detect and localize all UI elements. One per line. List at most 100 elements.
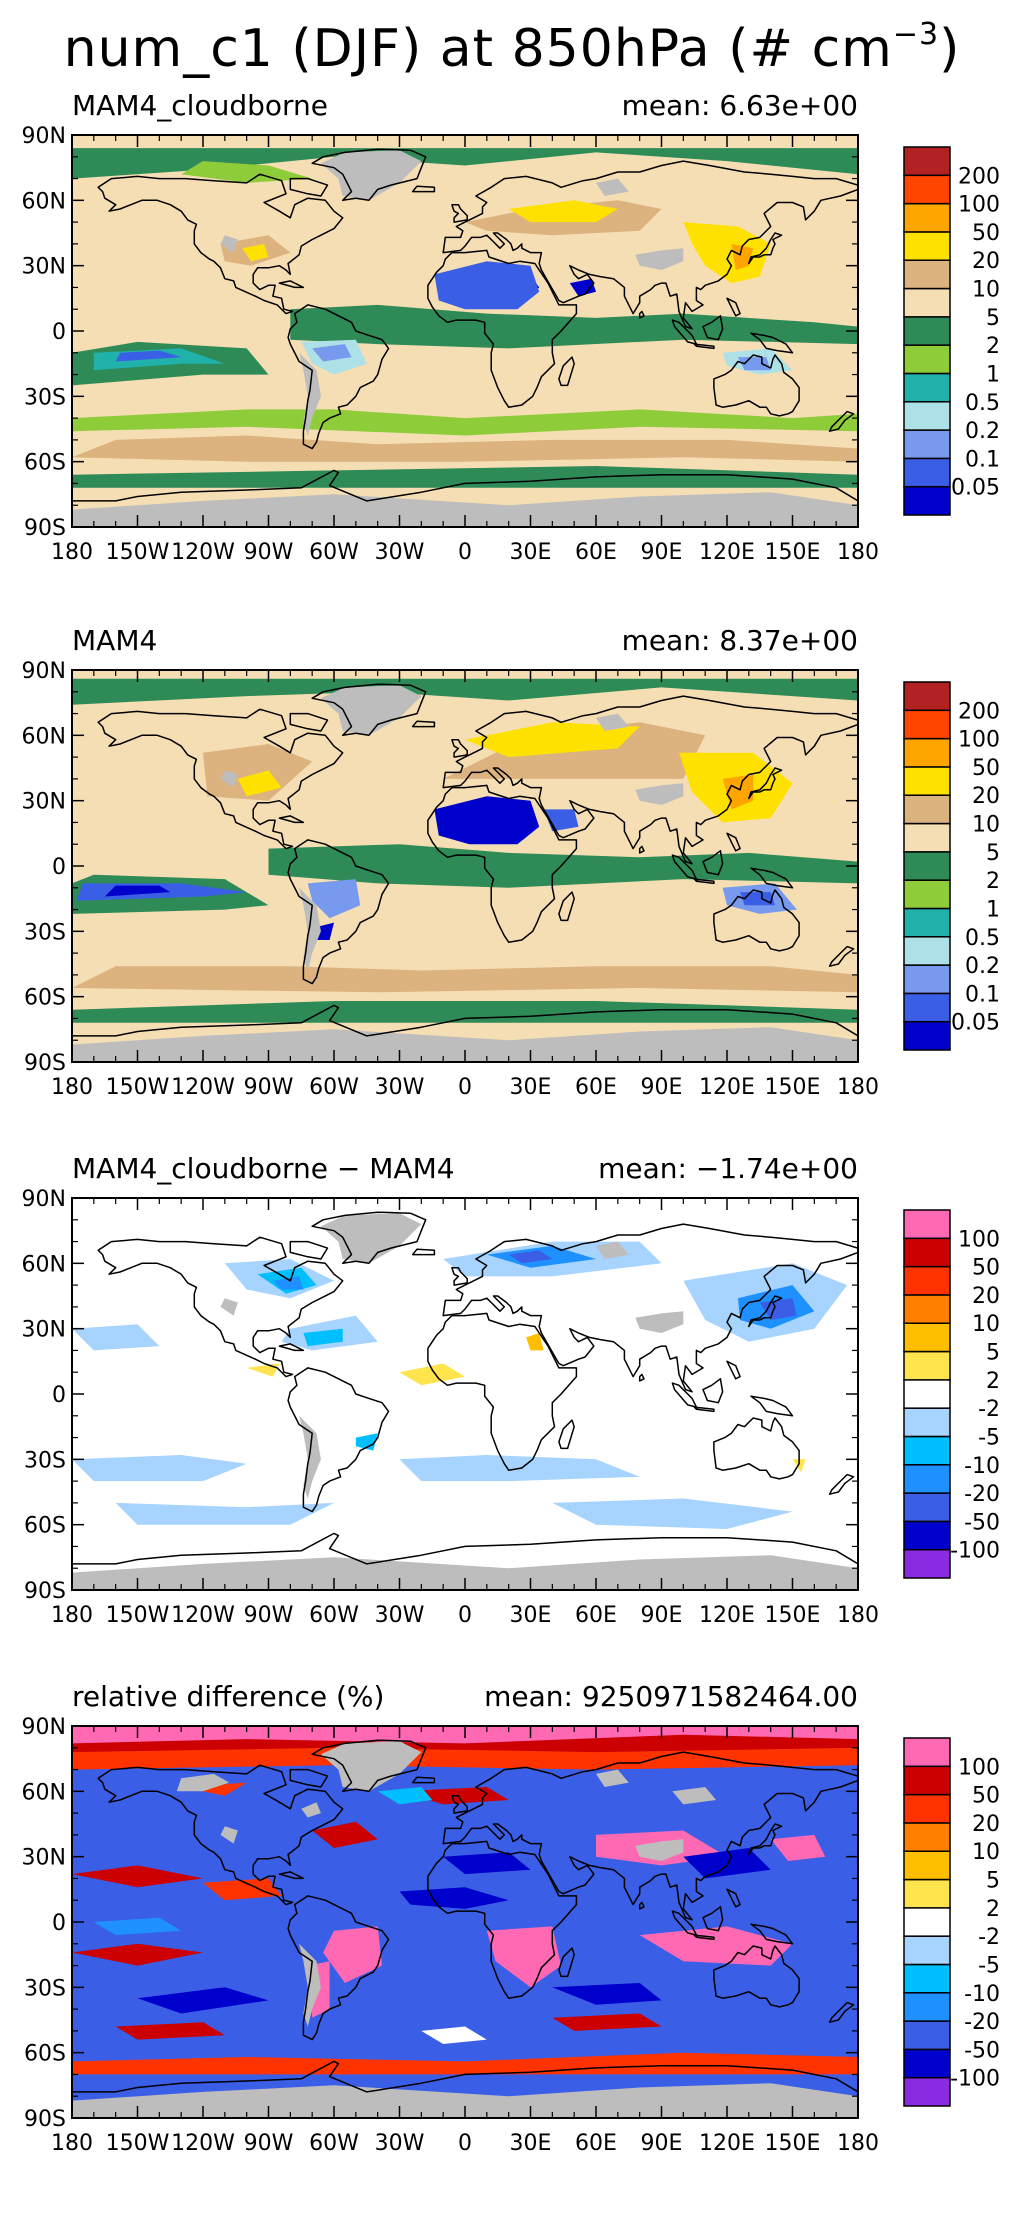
- lat-tick-label: 90S: [24, 1579, 66, 1604]
- colorbar-label: -50: [964, 2038, 1000, 2063]
- coastline-borneo: [702, 315, 724, 341]
- field-contour-region: [312, 1821, 378, 1848]
- colorbar-swatch: [903, 174, 951, 205]
- colorbar-label: -100: [950, 1539, 1000, 1564]
- colorbar-swatch: [903, 485, 951, 516]
- colorbar-label: 200: [958, 164, 1000, 189]
- lon-tick-label: 180: [51, 540, 93, 565]
- field-contour-region: [93, 1917, 182, 1936]
- field-contour-region: [72, 1865, 203, 1888]
- colorbar-swatch: [903, 1020, 951, 1051]
- coastline-java: [693, 343, 715, 350]
- panel-left-title: MAM4_cloudborne: [72, 89, 328, 122]
- lon-tick-label: 60E: [575, 540, 617, 565]
- missing-data-region: [320, 150, 422, 201]
- colorbar-swatch: [903, 1907, 951, 1937]
- colorbar-label: 200: [958, 699, 1000, 724]
- colorbar-label: -2: [978, 1397, 1000, 1422]
- colorbar-swatch: [903, 822, 951, 853]
- lon-tick-label: 90E: [641, 2131, 683, 2156]
- field-contour-region: [312, 344, 352, 362]
- field-contour-region: [203, 744, 313, 801]
- colorbar-swatch: [903, 401, 951, 431]
- colorbar-label: 2: [986, 1897, 1000, 1922]
- colorbar-label: 20: [972, 249, 1000, 274]
- coastline-new-guinea: [750, 1395, 794, 1417]
- colorbar-swatch: [903, 1407, 951, 1438]
- colorbar-swatch: [903, 1265, 951, 1296]
- colorbar-label: 5: [986, 1341, 1000, 1366]
- lat-tick-label: 60S: [24, 2042, 66, 2067]
- map-plot: MAM4_cloudborne − MAM4 mean: −1.74e+00 9…: [22, 1152, 1000, 1628]
- lon-tick-label: 90W: [244, 540, 294, 565]
- missing-data-region: [635, 248, 684, 270]
- coastline-java: [693, 1406, 715, 1413]
- colorbar-swatch: [903, 2020, 951, 2051]
- field-contour-region: [421, 2026, 487, 2044]
- colorbar-swatch: [903, 1237, 951, 1268]
- colorbar-label: -20: [964, 2010, 1000, 2035]
- lon-tick-label: 60E: [575, 1603, 617, 1628]
- colorbar-swatch: [903, 1548, 951, 1579]
- colorbar-swatch: [903, 429, 951, 460]
- field-contour-region: [72, 148, 858, 179]
- lon-tick-label: 90E: [641, 1075, 683, 1100]
- colorbar-swatch: [903, 681, 951, 712]
- lon-tick-label: 120E: [699, 2131, 755, 2156]
- field-contour-region: [323, 1926, 382, 1983]
- colorbar-swatch: [903, 1520, 951, 1551]
- missing-data-region: [299, 352, 321, 436]
- colorbar-swatch: [903, 457, 951, 488]
- colorbar-label: 10: [972, 1312, 1000, 1337]
- colorbar-swatch: [903, 1935, 951, 1966]
- colorbar-label: 2: [986, 1369, 1000, 1394]
- coastline-britain: [451, 1794, 468, 1814]
- lon-tick-label: 120W: [171, 1603, 235, 1628]
- coastline-iceland: [411, 720, 436, 728]
- colorbar-label: 0.5: [965, 391, 1000, 416]
- colorbar-swatch: [903, 907, 951, 938]
- colorbar-label: 0.1: [965, 447, 1000, 472]
- coastline-antarctica: [72, 1532, 858, 1590]
- map-field: [72, 670, 858, 1062]
- field-contour-region: [72, 966, 858, 993]
- colorbar-label: 100: [958, 193, 1000, 218]
- panel-relative-difference: relative difference (%) mean: 9250971582…: [0, 1676, 1024, 2216]
- panel-left-title: relative difference (%): [72, 1680, 384, 1713]
- field-contour-region: [377, 1787, 433, 1805]
- lon-tick-label: 180: [837, 1603, 879, 1628]
- colorbar-swatch: [903, 851, 951, 881]
- coastline-australia: [713, 1945, 800, 2008]
- field-contour-region: [72, 466, 858, 488]
- missing-data-region: [320, 1213, 422, 1264]
- field-contour-region: [115, 350, 182, 362]
- colorbar-swatch: [903, 964, 951, 995]
- coastline-japan: [748, 1823, 783, 1856]
- lat-tick-label: 60N: [22, 724, 66, 749]
- panel-absolute-difference: MAM4_cloudborne − MAM4 mean: −1.74e+00 9…: [0, 1148, 1024, 1688]
- missing-data-region: [596, 1769, 629, 1787]
- field-contour-region: [72, 1943, 203, 1966]
- colorbar-label: 50: [972, 756, 1000, 781]
- lat-tick-label: 60N: [22, 189, 66, 214]
- field-contour-region: [508, 1250, 553, 1264]
- missing-data-region: [299, 1943, 321, 2027]
- field-contour-region: [72, 1001, 858, 1023]
- field-contour-region: [181, 161, 313, 183]
- coastline-cuba: [278, 1871, 305, 1880]
- coastline-baffin-island: [289, 712, 329, 732]
- missing-data-region: [635, 1839, 684, 1861]
- colorbar-label: 5: [986, 1869, 1000, 1894]
- lon-tick-label: 60W: [309, 540, 359, 565]
- coastline-new-guinea: [750, 867, 794, 889]
- field-contour-region: [399, 1363, 465, 1386]
- colorbar-swatch: [903, 1765, 951, 1796]
- colorbar-swatch: [903, 146, 951, 177]
- colorbar-swatch: [903, 1294, 951, 1324]
- lat-tick-label: 60S: [24, 1514, 66, 1539]
- coastline-borneo: [702, 1378, 724, 1404]
- lon-tick-label: 30W: [375, 2131, 425, 2156]
- field-contour-region: [399, 1887, 509, 1909]
- lon-tick-label: 0: [458, 540, 472, 565]
- coastline-north-america: [97, 173, 344, 315]
